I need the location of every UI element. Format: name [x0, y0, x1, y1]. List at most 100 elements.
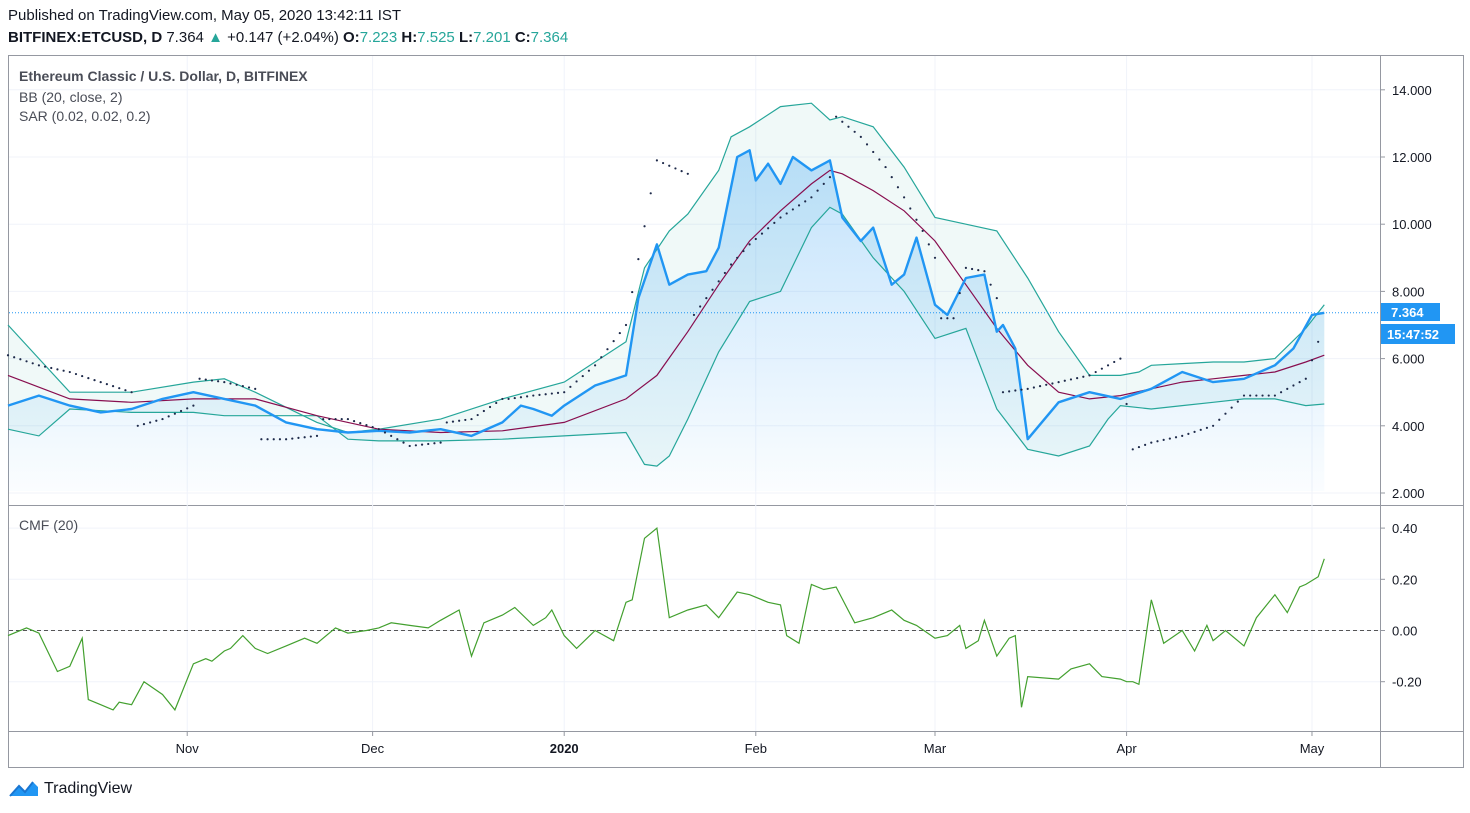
sar-dot: [1008, 390, 1011, 393]
sar-dot: [507, 397, 510, 401]
sar-dot: [1051, 382, 1054, 385]
sar-dot: [315, 434, 319, 437]
symbol-name[interactable]: BITFINEX:ETCUSD, D: [8, 29, 163, 46]
sar-dot: [1255, 394, 1258, 397]
sar-dot: [1261, 394, 1264, 397]
sar-dot: [1131, 448, 1134, 451]
x-tick-label: 2020: [550, 741, 579, 756]
sar-dot: [983, 270, 986, 273]
y-tick-label: 4.000: [1392, 419, 1425, 434]
sar-dot: [495, 401, 498, 405]
sar-dot: [198, 377, 201, 380]
sar-dot: [223, 381, 226, 384]
sar-dot: [303, 436, 306, 439]
sar-dot: [1193, 430, 1196, 433]
sar-dot: [835, 115, 838, 118]
x-tick-label: Apr: [1116, 741, 1137, 756]
sar-dot: [526, 395, 529, 398]
sar-dot: [581, 374, 584, 378]
legend-bb[interactable]: BB (20, close, 2): [19, 89, 123, 105]
sar-dot: [1063, 379, 1066, 382]
high-label: H:: [401, 29, 418, 46]
y-tick-label: 14.000: [1392, 83, 1432, 98]
sar-dot: [785, 212, 788, 215]
sar-dot: [859, 135, 862, 138]
footer-brand: TradingView: [44, 780, 133, 797]
sar-dot: [19, 358, 22, 361]
sar-dot: [1069, 378, 1073, 381]
sar-dot: [773, 221, 776, 224]
sar-dot: [556, 391, 560, 394]
sar-dot: [1218, 418, 1221, 421]
sar-dot: [964, 266, 968, 269]
sar-dot: [93, 379, 96, 382]
price-change: +0.147 (+2.04%): [227, 29, 339, 46]
sar-dot: [297, 436, 300, 439]
sar-dot: [155, 419, 158, 422]
sar-dot: [74, 372, 78, 376]
legend-sar[interactable]: SAR (0.02, 0.02, 0.2): [19, 108, 151, 124]
sar-dot: [192, 404, 195, 407]
sar-dot: [254, 387, 257, 390]
sar-dot: [1168, 437, 1171, 440]
sar-dot: [1076, 376, 1079, 380]
sar-dot: [847, 125, 850, 128]
tradingview-logo[interactable]: TradingView: [8, 779, 132, 799]
sar-dot: [346, 417, 349, 421]
x-tick-label: Feb: [745, 741, 767, 756]
sar-dot: [538, 393, 541, 396]
sar-dot: [797, 204, 801, 207]
sar-dot: [692, 313, 696, 317]
sar-dot: [754, 237, 757, 241]
sar-dot: [594, 364, 597, 367]
sar-dot: [365, 424, 368, 427]
sar-dot: [439, 441, 442, 444]
sar-dot: [408, 444, 411, 448]
x-tick-label: Dec: [361, 741, 385, 756]
sar-dot: [1286, 387, 1289, 390]
sar-dot: [1014, 389, 1017, 392]
sar-dot: [383, 431, 387, 434]
x-tick-label: Nov: [176, 741, 200, 756]
sar-dot: [50, 366, 53, 370]
sar-dot: [272, 438, 275, 441]
sar-dot: [575, 380, 578, 383]
sar-dot: [989, 283, 992, 286]
legend-title: Ethereum Classic / U.S. Dollar, D, BITFI…: [19, 68, 308, 84]
sar-dot: [1199, 428, 1202, 431]
sar-dot: [563, 391, 566, 394]
sar-dot: [1174, 436, 1178, 439]
sar-dot: [1038, 385, 1042, 388]
sar-dot: [420, 443, 424, 446]
high-value: 7.525: [417, 29, 455, 46]
sar-dot: [458, 419, 461, 422]
sar-dot: [414, 444, 417, 447]
bb-lower-line: [7, 206, 1325, 467]
sar-dot: [915, 218, 918, 221]
sar-dot: [878, 158, 881, 161]
sar-dot: [142, 423, 146, 426]
sar-dot: [884, 165, 887, 169]
sar-dot: [1137, 445, 1141, 449]
sar-dot: [1113, 360, 1116, 364]
sar-dot: [532, 394, 535, 397]
sar-dot: [161, 417, 164, 421]
cmf-pane: [7, 526, 1380, 712]
sar-dot: [1026, 387, 1029, 390]
sar-dot: [476, 413, 479, 417]
sar-dot: [1310, 359, 1314, 362]
sar-dot: [1304, 377, 1307, 380]
sar-dot: [68, 370, 71, 374]
legend-cmf[interactable]: CMF (20): [19, 517, 79, 533]
x-tick-label: May: [1300, 741, 1325, 756]
sar-dot: [952, 317, 955, 320]
close-value: 7.364: [530, 29, 569, 46]
sar-dot: [105, 383, 108, 386]
sar-dot: [674, 167, 677, 170]
sar-dot: [927, 243, 930, 246]
sar-dot: [655, 159, 659, 162]
sar-dot: [853, 130, 856, 133]
sar-dot: [723, 271, 726, 275]
sar-dot: [946, 317, 949, 320]
